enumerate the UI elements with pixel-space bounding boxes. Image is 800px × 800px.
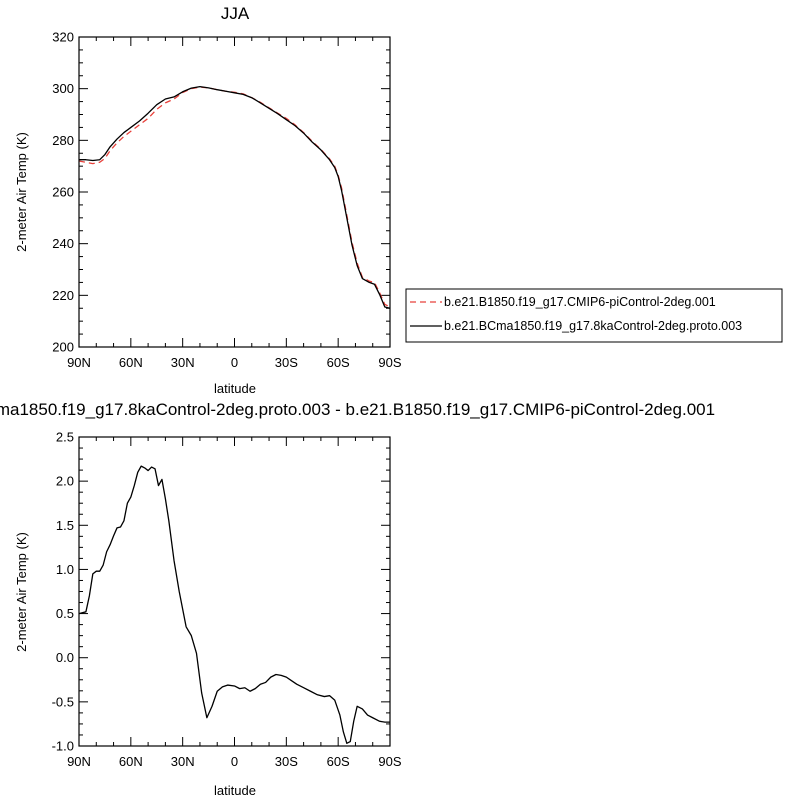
legend: b.e21.B1850.f19_g17.CMIP6-piControl-2deg… <box>405 288 783 343</box>
bottom-y-tick-label: 0.5 <box>56 606 74 621</box>
bottom-x-tick-label: 30S <box>275 754 298 769</box>
bottom-y-axis-label: 2-meter Air Temp (K) <box>14 532 29 652</box>
bottom-x-tick-label: 30N <box>171 754 195 769</box>
bottom-y-tick-label: 1.0 <box>56 562 74 577</box>
bottom-x-tick-label: 60S <box>327 754 350 769</box>
top-x-tick-label: 30S <box>275 355 298 370</box>
bottom-y-tick-label: 1.5 <box>56 518 74 533</box>
top-x-tick-label: 60N <box>119 355 143 370</box>
top-plot-frame <box>78 36 391 348</box>
top-x-axis-label: latitude <box>214 381 256 396</box>
top-y-tick-label: 200 <box>52 340 74 355</box>
legend-label-control: b.e21.B1850.f19_g17.CMIP6-piControl-2deg… <box>444 295 716 309</box>
bottom-plot-frame <box>78 436 391 747</box>
legend-label-8ka: b.e21.BCma1850.f19_g17.8kaControl-2deg.p… <box>444 319 742 333</box>
bottom-x-tick-label: 60N <box>119 754 143 769</box>
bottom-y-tick-label: -0.5 <box>52 694 74 709</box>
top-panel: JJA 2-meter Air Temp (K) latitude 90N 60N… <box>14 4 783 396</box>
bottom-panel: b.e21.BCma1850.f19_g17.8kaControl-2deg.p… <box>0 400 715 798</box>
bottom-x-tick-label: 90N <box>67 754 91 769</box>
bottom-y-tick-label: 2.5 <box>56 430 74 445</box>
top-x-tick-label: 0 <box>231 355 238 370</box>
top-x-tick-label: 90N <box>67 355 91 370</box>
top-y-tick-label: 240 <box>52 236 74 251</box>
top-x-tick-label: 30N <box>171 355 195 370</box>
top-y-tick-label: 260 <box>52 185 74 200</box>
top-x-tick-label: 90S <box>378 355 401 370</box>
bottom-y-tick-label: 0.0 <box>56 650 74 665</box>
top-x-tick-label: 60S <box>327 355 350 370</box>
top-y-tick-label: 280 <box>52 133 74 148</box>
top-series-line-1 <box>79 85 391 309</box>
legend-box <box>405 288 783 343</box>
bottom-x-tick-label: 0 <box>231 754 238 769</box>
top-chart-title: JJA <box>221 4 250 23</box>
top-y-tick-label: 320 <box>52 30 74 45</box>
bottom-x-axis-label: latitude <box>214 783 256 798</box>
bottom-y-tick-label: 2.0 <box>56 474 74 489</box>
bottom-chart-title: b.e21.BCma1850.f19_g17.8kaControl-2deg.p… <box>0 400 715 419</box>
bottom-x-tick-label: 90S <box>378 754 401 769</box>
bottom-series-line-0 <box>78 465 390 744</box>
top-y-tick-label: 220 <box>52 288 74 303</box>
top-y-axis-label: 2-meter Air Temp (K) <box>14 132 29 252</box>
bottom-y-tick-label: -1.0 <box>52 739 74 754</box>
top-y-tick-label: 300 <box>52 81 74 96</box>
